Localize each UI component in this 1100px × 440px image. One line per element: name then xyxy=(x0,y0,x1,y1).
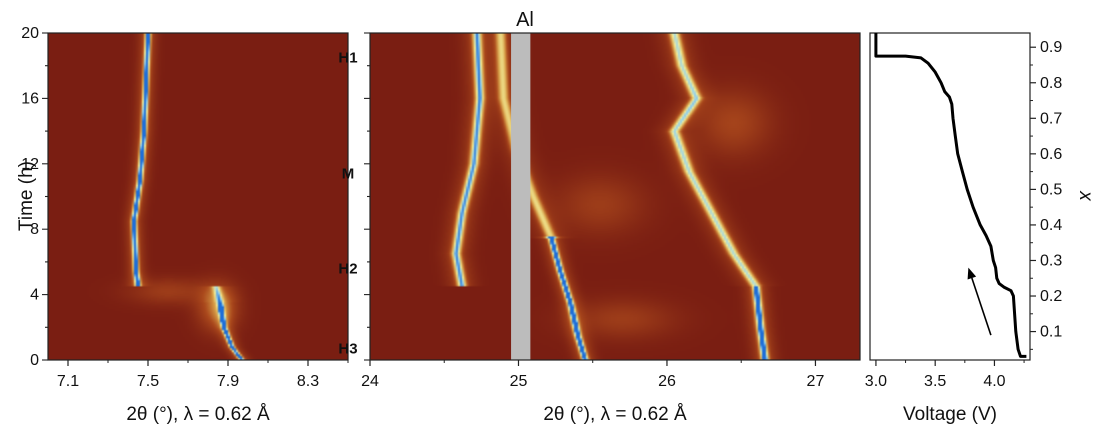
phase-label: H3 xyxy=(338,341,357,358)
al-masked-band xyxy=(511,33,531,360)
left-ytick-label: 0 xyxy=(30,352,39,369)
left-ytick-label: 16 xyxy=(21,90,39,107)
left-ytick-label: 8 xyxy=(30,221,39,238)
left-xtick-label: 7.9 xyxy=(217,373,239,390)
right-xtick-label: 3.5 xyxy=(924,373,946,390)
left-xtick-label: 8.3 xyxy=(297,373,319,390)
middle-heatmap xyxy=(370,33,860,360)
al-label: Al xyxy=(516,9,534,31)
right-ytick-label: 0.2 xyxy=(1040,288,1062,305)
right-ticks: 3.0 3.5 4.0 0.1 0.2 0.3 0.4 0.5 0.6 0.7 0.8 0.9 xyxy=(865,39,1063,390)
middle-xtick-label: 26 xyxy=(658,373,676,390)
middle-xtick-label: 24 xyxy=(361,373,379,390)
right-ytick-label: 0.3 xyxy=(1040,252,1062,269)
right-xlabel: Voltage (V) xyxy=(903,404,997,425)
phase-label: H2 xyxy=(338,260,357,277)
right-ylabel: x xyxy=(1075,190,1096,202)
left-ylabel: Time (h) xyxy=(16,161,37,231)
right-xtick-label: 4.0 xyxy=(983,373,1005,390)
middle-xtick-label: 25 xyxy=(510,373,528,390)
right-ytick-label: 0.6 xyxy=(1040,146,1062,163)
right-xtick-label: 3.0 xyxy=(865,373,887,390)
left-ytick-label: 4 xyxy=(30,287,39,304)
left-xtick-label: 7.1 xyxy=(57,373,79,390)
phase-label: H1 xyxy=(338,50,357,67)
right-panel: 3.0 3.5 4.0 0.1 0.2 0.3 0.4 0.5 0.6 0.7 0.8 0.9 Vol… xyxy=(865,32,1096,425)
middle-xlabel: 2θ (°), λ = 0.62 Å xyxy=(543,404,687,425)
middle-xtick-label: 27 xyxy=(807,373,825,390)
left-ytick-label: 12 xyxy=(21,156,39,173)
left-heatmap xyxy=(48,33,348,360)
direction-arrow xyxy=(971,277,992,336)
left-xlabel: 2θ (°), λ = 0.62 Å xyxy=(126,404,270,425)
right-ytick-label: 0.4 xyxy=(1040,217,1062,234)
left-panel: 7.1 7.5 7.9 8.3 0 4 8 12 16 20 2θ (°), λ = 0.62 Å… xyxy=(16,25,349,425)
right-frame xyxy=(869,32,1031,361)
left-xtick-label: 7.5 xyxy=(137,373,159,390)
voltage-curve xyxy=(874,33,1027,358)
phase-label: M xyxy=(342,166,355,183)
right-ytick-label: 0.1 xyxy=(1040,324,1062,341)
right-ytick-label: 0.9 xyxy=(1040,39,1062,56)
middle-panel: Al 24 25 26 27 H1 M H2 H3 2θ (°), λ = 0.62 Å xyxy=(338,9,861,425)
left-ytick-label: 20 xyxy=(21,25,39,42)
left-ticks: 7.1 7.5 7.9 8.3 0 4 8 12 16 20 xyxy=(21,25,349,390)
middle-ticks: 24 25 26 27 xyxy=(361,32,825,390)
right-ytick-label: 0.5 xyxy=(1040,181,1062,198)
right-ytick-label: 0.8 xyxy=(1040,75,1062,92)
right-ytick-label: 0.7 xyxy=(1040,110,1062,127)
direction-arrow-head xyxy=(967,267,977,280)
phase-labels: H1 M H2 H3 xyxy=(338,50,357,358)
